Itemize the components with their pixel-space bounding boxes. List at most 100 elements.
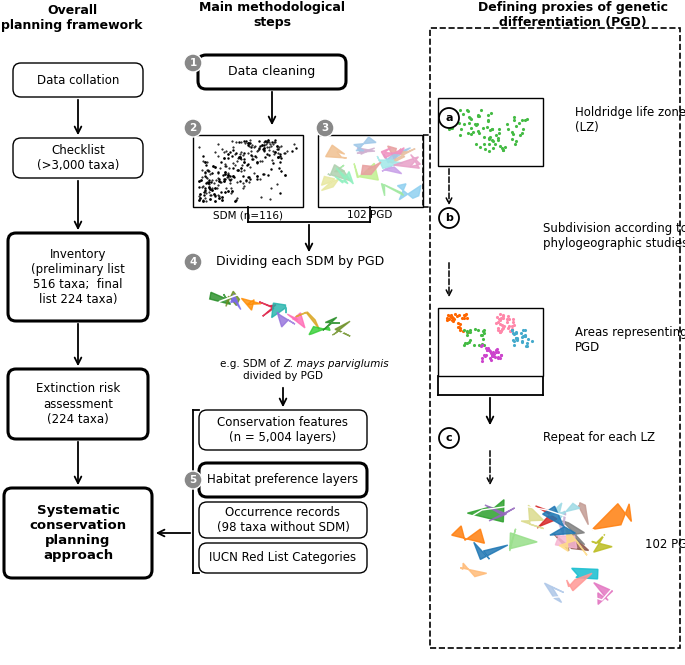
Polygon shape bbox=[377, 156, 403, 168]
FancyBboxPatch shape bbox=[8, 233, 148, 321]
Text: 2: 2 bbox=[189, 123, 197, 133]
Polygon shape bbox=[210, 293, 230, 305]
Text: 5: 5 bbox=[189, 475, 197, 485]
Polygon shape bbox=[394, 154, 421, 168]
FancyBboxPatch shape bbox=[199, 463, 367, 497]
Text: Dividing each SDM by PGD: Dividing each SDM by PGD bbox=[216, 255, 384, 269]
FancyBboxPatch shape bbox=[199, 410, 367, 450]
Circle shape bbox=[184, 253, 202, 271]
Polygon shape bbox=[397, 184, 421, 200]
Polygon shape bbox=[272, 303, 286, 318]
Polygon shape bbox=[545, 583, 564, 602]
Polygon shape bbox=[390, 149, 415, 163]
Polygon shape bbox=[467, 499, 504, 522]
Text: Extinction risk
assessment
(224 taxa): Extinction risk assessment (224 taxa) bbox=[36, 382, 120, 426]
FancyBboxPatch shape bbox=[199, 502, 367, 538]
Polygon shape bbox=[521, 505, 543, 529]
Polygon shape bbox=[593, 503, 632, 529]
Polygon shape bbox=[325, 145, 347, 158]
Bar bbox=[318, 135, 423, 207]
Polygon shape bbox=[231, 295, 241, 309]
Text: 102 PGD: 102 PGD bbox=[347, 210, 393, 220]
Polygon shape bbox=[354, 164, 378, 180]
Polygon shape bbox=[388, 146, 401, 160]
Text: divided by PGD: divided by PGD bbox=[243, 371, 323, 381]
Text: Checklist
(>3,000 taxa): Checklist (>3,000 taxa) bbox=[37, 144, 119, 172]
Polygon shape bbox=[287, 313, 305, 328]
Polygon shape bbox=[260, 302, 276, 317]
Polygon shape bbox=[558, 511, 566, 535]
Bar bbox=[438, 308, 543, 376]
Polygon shape bbox=[592, 535, 612, 552]
Polygon shape bbox=[277, 312, 295, 327]
Circle shape bbox=[439, 208, 459, 228]
Text: Systematic
conservation
planning
approach: Systematic conservation planning approac… bbox=[29, 504, 127, 562]
Text: Repeat for each LZ: Repeat for each LZ bbox=[543, 432, 655, 444]
Text: 3: 3 bbox=[321, 123, 329, 133]
Text: 1: 1 bbox=[189, 58, 197, 68]
Polygon shape bbox=[357, 148, 375, 154]
Polygon shape bbox=[332, 321, 350, 336]
Polygon shape bbox=[510, 529, 537, 551]
Text: Data cleaning: Data cleaning bbox=[228, 65, 316, 78]
Text: Subdivision according to
phylogeographic studies: Subdivision according to phylogeographic… bbox=[543, 222, 685, 250]
Polygon shape bbox=[474, 542, 508, 559]
Circle shape bbox=[184, 54, 202, 72]
Text: Overall
planning framework: Overall planning framework bbox=[1, 4, 142, 32]
Polygon shape bbox=[572, 569, 598, 579]
Polygon shape bbox=[451, 526, 484, 543]
Polygon shape bbox=[553, 530, 588, 551]
Text: c: c bbox=[446, 433, 452, 443]
Polygon shape bbox=[384, 148, 410, 163]
Polygon shape bbox=[549, 503, 580, 522]
Polygon shape bbox=[485, 505, 514, 521]
Polygon shape bbox=[559, 527, 587, 555]
FancyBboxPatch shape bbox=[13, 63, 143, 97]
FancyBboxPatch shape bbox=[13, 138, 143, 178]
Polygon shape bbox=[309, 327, 330, 334]
Text: b: b bbox=[445, 213, 453, 223]
Text: Data collation: Data collation bbox=[37, 74, 119, 86]
Polygon shape bbox=[226, 291, 240, 307]
Text: 4: 4 bbox=[189, 257, 197, 267]
Circle shape bbox=[316, 119, 334, 137]
Text: IUCN Red List Categories: IUCN Red List Categories bbox=[210, 551, 357, 565]
Circle shape bbox=[439, 428, 459, 448]
Text: Conservation features
(n = 5,004 layers): Conservation features (n = 5,004 layers) bbox=[218, 416, 349, 444]
Polygon shape bbox=[353, 137, 376, 151]
Polygon shape bbox=[382, 184, 403, 196]
Polygon shape bbox=[323, 317, 340, 331]
Text: Inventory
(preliminary list
516 taxa;  final
list 224 taxa): Inventory (preliminary list 516 taxa; fi… bbox=[31, 248, 125, 306]
Circle shape bbox=[184, 119, 202, 137]
Text: 102 PGD: 102 PGD bbox=[645, 539, 685, 551]
Circle shape bbox=[184, 471, 202, 489]
Polygon shape bbox=[296, 312, 319, 329]
Text: Occurrence records
(98 taxa without SDM): Occurrence records (98 taxa without SDM) bbox=[216, 506, 349, 534]
FancyBboxPatch shape bbox=[198, 55, 346, 89]
Polygon shape bbox=[328, 165, 351, 181]
Polygon shape bbox=[543, 506, 575, 535]
Polygon shape bbox=[321, 176, 338, 190]
Polygon shape bbox=[556, 534, 577, 548]
Bar bbox=[430, 28, 680, 648]
FancyBboxPatch shape bbox=[199, 543, 367, 573]
Polygon shape bbox=[562, 521, 584, 545]
Bar bbox=[438, 98, 543, 166]
Polygon shape bbox=[335, 168, 353, 184]
Polygon shape bbox=[578, 503, 588, 525]
Polygon shape bbox=[594, 583, 612, 604]
Polygon shape bbox=[334, 165, 345, 172]
Text: Habitat preference layers: Habitat preference layers bbox=[208, 473, 358, 487]
Polygon shape bbox=[566, 573, 592, 591]
Text: Holdridge life zone
(LZ): Holdridge life zone (LZ) bbox=[575, 106, 685, 134]
FancyBboxPatch shape bbox=[8, 369, 148, 439]
Polygon shape bbox=[382, 166, 401, 174]
Polygon shape bbox=[362, 162, 381, 174]
Polygon shape bbox=[241, 299, 261, 310]
Polygon shape bbox=[536, 506, 558, 528]
Circle shape bbox=[439, 108, 459, 128]
Bar bbox=[193, 135, 303, 207]
Text: a: a bbox=[445, 113, 453, 123]
Text: Areas representing
PGD: Areas representing PGD bbox=[575, 326, 685, 354]
Polygon shape bbox=[460, 563, 486, 577]
